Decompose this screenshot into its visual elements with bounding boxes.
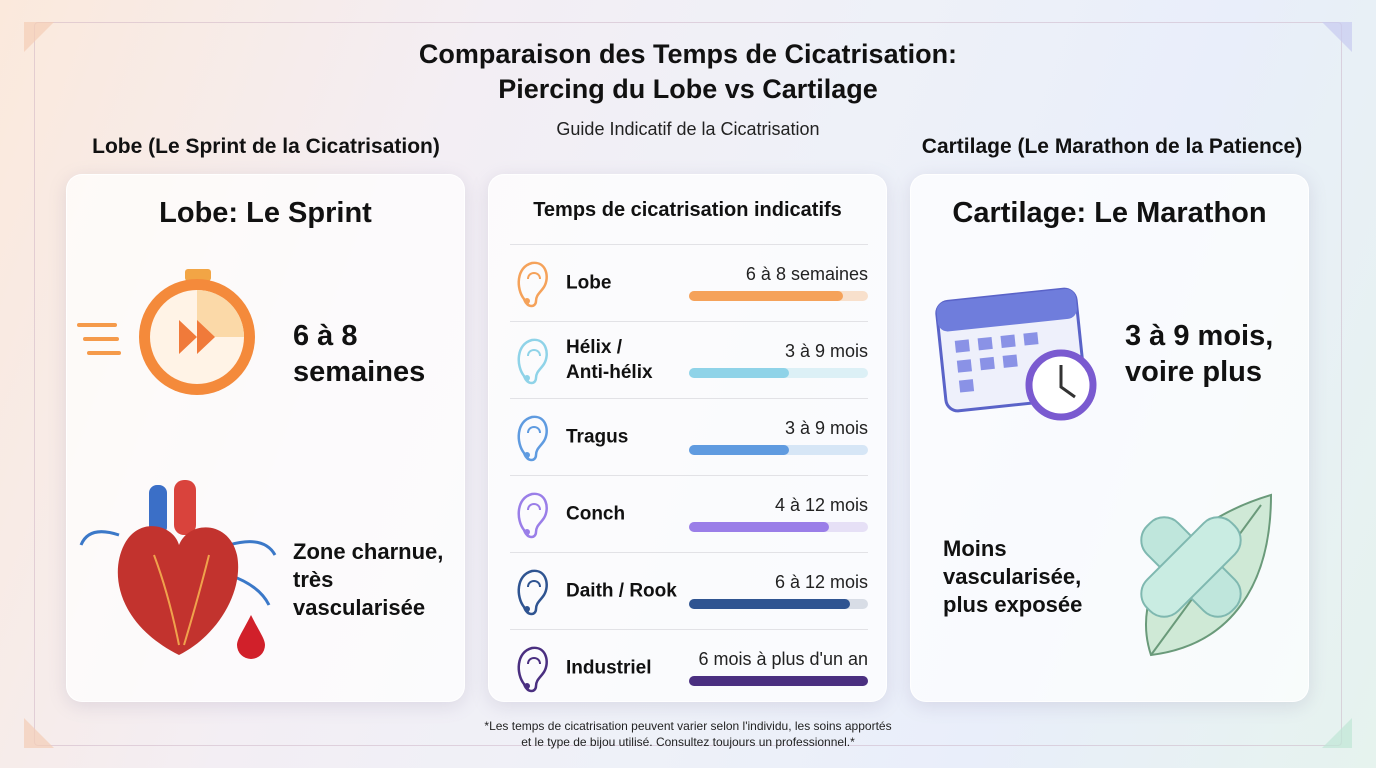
cartilage-description: Moins vascularisée, plus exposée [943,535,1082,619]
piercing-label: Hélix / Anti-hélix [566,335,653,385]
footnote-line: et le type de bijou utilisé. Consultez t… [521,735,855,749]
healing-row: Industriel 6 mois à plus d'un an [510,629,868,706]
desc-line: plus exposée [943,592,1083,617]
cartilage-panel: Cartilage: Le Marathon 3 à 9 mois, voire … [910,174,1309,702]
progress-fill [689,368,790,378]
footnote-line: *Les temps de cicatrisation peuvent vari… [484,719,892,733]
piercing-label: Tragus [566,425,628,450]
ear-conch-icon [517,492,548,539]
desc-line: vascularisée [293,595,426,620]
corner-ornament-icon [1322,22,1352,52]
healing-row: Lobe 6 à 8 semaines [510,244,868,321]
bandage-leaf-icon [1140,493,1273,657]
ear-industrial-icon [517,646,548,693]
healing-time: 6 à 12 mois [774,572,868,592]
healing-time: 6 à 8 semaines [745,264,868,284]
progress-fill [689,676,868,686]
title-line: Comparaison des Temps de Cicatrisation: [418,39,958,69]
healing-row: Conch 4 à 12 mois [510,475,868,552]
heart-icon [79,480,277,655]
stopwatch-fast-forward-icon [77,269,255,395]
progress-fill [689,445,790,455]
subtitle: Guide Indicatif de la Cicatrisation [556,119,820,139]
piercing-label: Conch [566,502,625,527]
progress-fill [689,522,829,532]
label-line: Lobe [566,272,612,294]
desc-line: vascularisée, [943,564,1082,589]
right-heading: Cartilage (Le Marathon de la Patience) [921,135,1303,158]
label-line: Tragus [566,426,629,448]
progress-fill [689,599,851,609]
corner-ornament-icon [24,718,54,748]
progress-track [689,522,868,532]
title-line: Piercing du Lobe vs Cartilage [498,74,878,104]
desc-line: très [293,567,334,592]
decorative-frame [34,22,1342,746]
blood-drop-icon [237,615,265,659]
label-line: Hélix / [566,337,622,358]
healing-row: Daith / Rook 6 à 12 mois [510,552,868,629]
label-line: Daith / Rook [566,580,677,602]
panel-title: Lobe: Le Sprint [159,197,372,229]
lobe-description: Zone charnue, très vascularisée [293,538,443,622]
ear-daith-icon [517,569,548,616]
panel-title: Temps de cicatrisation indicatifs [533,199,842,221]
desc-line: Zone charnue, [293,539,444,564]
desc-line: Moins [943,536,1007,561]
time-line: voire plus [1125,356,1262,388]
corner-ornament-icon [1322,718,1352,748]
piercing-label: Daith / Rook [566,579,677,604]
time-line: 6 à 8 [293,320,358,352]
healing-times-panel: Temps de cicatrisation indicatifs Lobe 6… [488,174,887,702]
progress-track [689,599,868,609]
corner-ornament-icon [24,22,54,52]
healing-time: 3 à 9 mois [784,418,868,438]
healing-row: Tragus 3 à 9 mois [510,398,868,475]
ear-lobe-icon [517,261,548,308]
lobe-time: 6 à 8 semaines [293,318,425,390]
progress-track [689,368,868,378]
healing-time: 6 mois à plus d'un an [698,649,868,669]
left-heading: Lobe (Le Sprint de la Cicatrisation) [92,135,440,158]
label-line: Industriel [566,657,652,679]
time-line: semaines [293,356,426,388]
label-line: Conch [566,503,626,525]
piercing-label: Lobe [566,271,611,296]
piercing-label: Industriel [566,656,652,681]
progress-track [689,291,868,301]
panel-title: Cartilage: Le Marathon [952,197,1267,229]
lobe-panel: Lobe: Le Sprint 6 à 8 semaines Zone charn… [66,174,465,702]
ear-tragus-icon [517,415,548,462]
time-line: 3 à 9 mois, [1125,320,1274,352]
label-line: Anti-hélix [566,362,653,383]
calendar-clock-icon [935,287,1097,421]
cartilage-time: 3 à 9 mois, voire plus [1125,318,1273,390]
progress-fill [689,291,843,301]
progress-track [689,445,868,455]
healing-time: 3 à 9 mois [784,341,868,361]
ear-helix-icon [517,338,548,385]
footnote: *Les temps de cicatrisation peuvent vari… [0,718,1376,750]
page-title: Comparaison des Temps de Cicatrisation: P… [0,37,1376,107]
healing-row: Hélix / Anti-hélix 3 à 9 mois [510,321,868,398]
healing-time: 4 à 12 mois [774,495,868,515]
progress-track [689,676,868,686]
